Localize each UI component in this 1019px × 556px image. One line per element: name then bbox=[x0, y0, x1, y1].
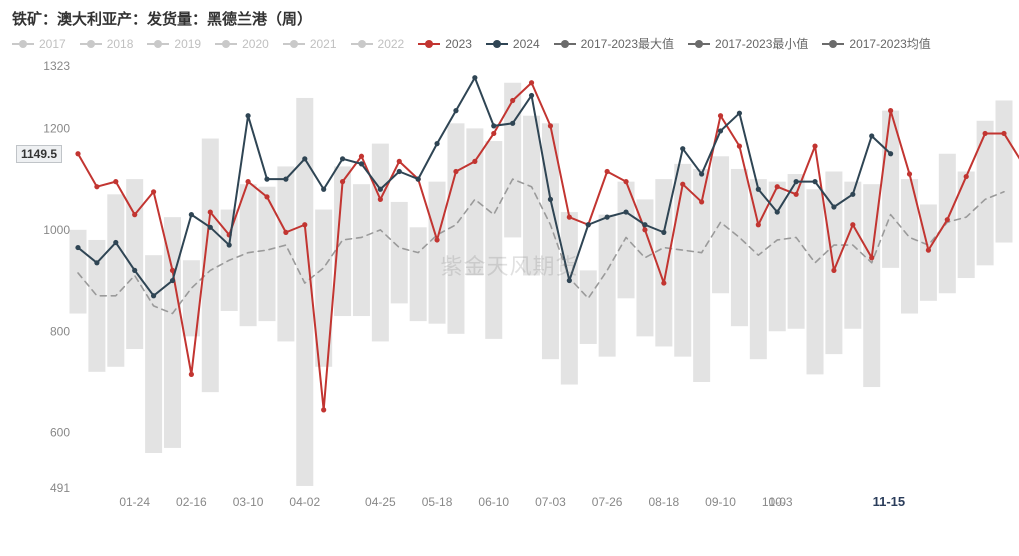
svg-text:08-18: 08-18 bbox=[648, 495, 679, 509]
legend-label: 2017-2023均值 bbox=[849, 35, 930, 52]
svg-text:800: 800 bbox=[50, 324, 70, 338]
svg-text:09-10: 09-10 bbox=[705, 495, 736, 509]
legend-marker-icon bbox=[486, 38, 508, 50]
legend-label: 2017-2023最小值 bbox=[715, 35, 808, 52]
legend-label: 2024 bbox=[513, 37, 540, 51]
legend-item-y2018[interactable]: 2018 bbox=[80, 37, 134, 51]
x-highlight-label: 11-15 bbox=[873, 494, 906, 509]
svg-text:1000: 1000 bbox=[43, 223, 70, 237]
svg-text:01-24: 01-24 bbox=[119, 495, 150, 509]
legend-item-y2017[interactable]: 2017 bbox=[12, 37, 66, 51]
svg-text:1200: 1200 bbox=[43, 121, 70, 135]
legend-marker-icon bbox=[12, 38, 34, 50]
legend-item-y2019[interactable]: 2019 bbox=[147, 37, 201, 51]
svg-text:05-18: 05-18 bbox=[422, 495, 453, 509]
legend-label: 2022 bbox=[378, 37, 405, 51]
legend-item-avg[interactable]: 2017-2023均值 bbox=[822, 35, 930, 52]
legend-label: 2018 bbox=[107, 37, 134, 51]
svg-text:491: 491 bbox=[50, 481, 70, 495]
legend-item-y2022[interactable]: 2022 bbox=[351, 37, 405, 51]
legend-marker-icon bbox=[822, 38, 844, 50]
legend-item-max[interactable]: 2017-2023最大值 bbox=[554, 35, 674, 52]
svg-text:1323: 1323 bbox=[43, 59, 70, 73]
svg-text:04-25: 04-25 bbox=[365, 495, 396, 509]
legend-item-y2023[interactable]: 2023 bbox=[418, 37, 472, 51]
legend-marker-icon bbox=[351, 38, 373, 50]
svg-text:07-03: 07-03 bbox=[535, 495, 566, 509]
legend-marker-icon bbox=[688, 38, 710, 50]
svg-text:03-10: 03-10 bbox=[233, 495, 264, 509]
legend-label: 2019 bbox=[174, 37, 201, 51]
chart-svg: 491 600 800 1000 1200 1323 01-24 02-16 03-10 04-0… bbox=[0, 58, 1019, 528]
legend-marker-icon bbox=[283, 38, 305, 50]
svg-text:04-02: 04-02 bbox=[289, 495, 320, 509]
svg-text:06-10: 06-10 bbox=[478, 495, 509, 509]
legend-marker-icon bbox=[554, 38, 576, 50]
svg-text:02-16: 02-16 bbox=[176, 495, 207, 509]
legend-label: 2020 bbox=[242, 37, 269, 51]
legend-label: 2021 bbox=[310, 37, 337, 51]
svg-text:10-: 10- bbox=[769, 495, 786, 509]
legend-marker-icon bbox=[147, 38, 169, 50]
legend-marker-icon bbox=[215, 38, 237, 50]
chart-area: 491 600 800 1000 1200 1323 01-24 02-16 03-10 04-0… bbox=[0, 58, 1019, 528]
svg-text:600: 600 bbox=[50, 426, 70, 440]
svg-text:07-26: 07-26 bbox=[592, 495, 623, 509]
legend-marker-icon bbox=[418, 38, 440, 50]
legend-label: 2017-2023最大值 bbox=[581, 35, 674, 52]
legend-marker-icon bbox=[80, 38, 102, 50]
legend: 2017 2018 2019 2020 2021 2022 2023 2024 2017-202… bbox=[0, 33, 1019, 58]
legend-item-y2021[interactable]: 2021 bbox=[283, 37, 337, 51]
chart-title: 铁矿：澳大利亚产：发货量：黑德兰港（周） bbox=[0, 0, 1019, 33]
legend-item-y2024[interactable]: 2024 bbox=[486, 37, 540, 51]
legend-label: 2023 bbox=[445, 37, 472, 51]
y-value-badge: 1149.5 bbox=[16, 145, 62, 163]
legend-item-y2020[interactable]: 2020 bbox=[215, 37, 269, 51]
legend-label: 2017 bbox=[39, 37, 66, 51]
legend-item-min[interactable]: 2017-2023最小值 bbox=[688, 35, 808, 52]
